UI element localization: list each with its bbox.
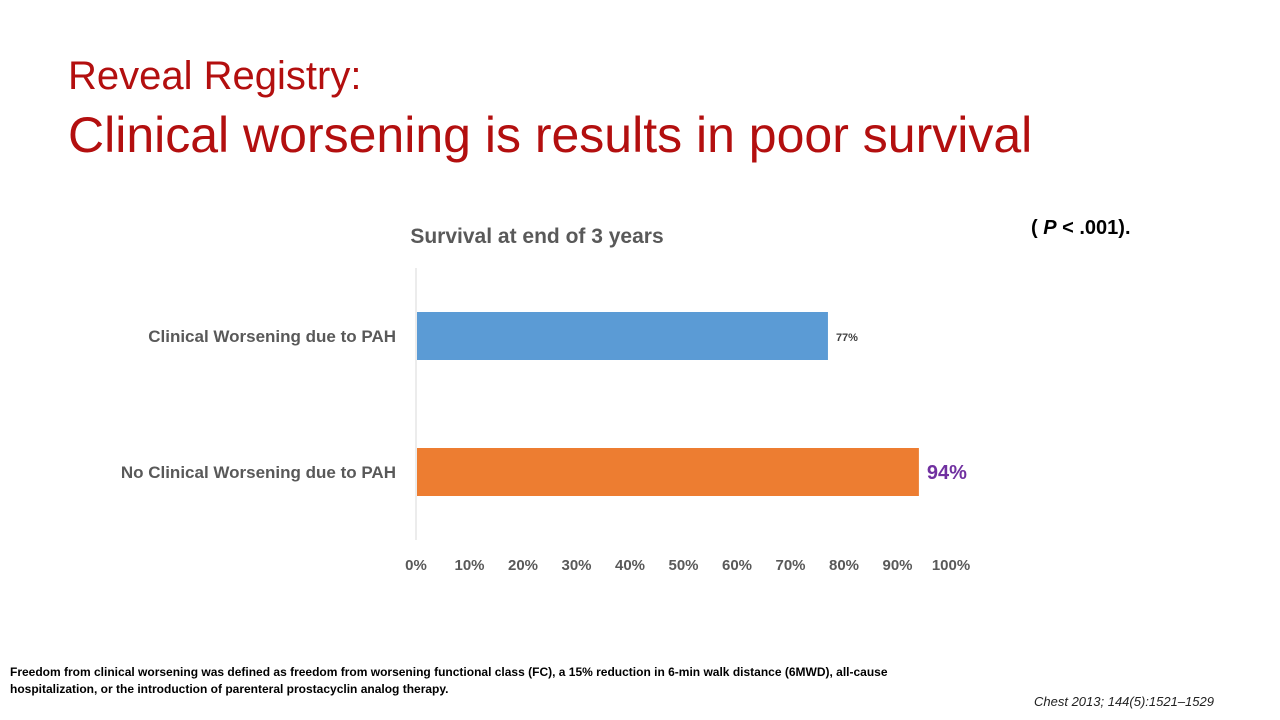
p-value-symbol: P: [1043, 217, 1057, 239]
p-value-open: (: [1031, 217, 1044, 239]
x-tick-label-70: 70%: [775, 557, 805, 574]
slide-title-line1: Reveal Registry:: [68, 54, 362, 98]
bar-2: [417, 448, 919, 496]
x-tick-label-50: 50%: [668, 557, 698, 574]
bar-1: [417, 312, 828, 360]
p-value-annotation: ( P < .001).: [1031, 217, 1131, 240]
x-tick-label-60: 60%: [722, 557, 752, 574]
x-tick-label-40: 40%: [615, 557, 645, 574]
chart-title: Survival at end of 3 years: [410, 225, 663, 248]
x-tick-label-30: 30%: [561, 557, 591, 574]
x-tick-labels-group: 0% 10% 20% 30% 40% 50% 60% 70% 80% 90% 100%: [405, 557, 970, 574]
slide-title-line2: Clinical worsening is results in poor su…: [68, 107, 1033, 163]
x-tick-label-100: 100%: [932, 557, 970, 574]
category-labels-group: Clinical Worsening due to PAH No Clinical…: [121, 327, 396, 482]
category-label-2: No Clinical Worsening due to PAH: [121, 463, 396, 482]
p-value-text: < .001).: [1056, 217, 1131, 239]
x-tick-label-80: 80%: [829, 557, 859, 574]
footnote: Freedom from clinical worsening was defi…: [10, 665, 888, 696]
data-label-2: 94%: [927, 462, 967, 484]
category-label-1: Clinical Worsening due to PAH: [148, 327, 396, 346]
citation: Chest 2013; 144(5):1521–1529: [1034, 694, 1214, 709]
x-tick-label-0: 0%: [405, 557, 427, 574]
x-tick-label-10: 10%: [454, 557, 484, 574]
bars-group: [417, 312, 919, 496]
x-tick-label-20: 20%: [508, 557, 538, 574]
data-labels-group: 77% 94%: [836, 332, 967, 484]
data-label-1: 77%: [836, 332, 858, 344]
x-tick-label-90: 90%: [882, 557, 912, 574]
